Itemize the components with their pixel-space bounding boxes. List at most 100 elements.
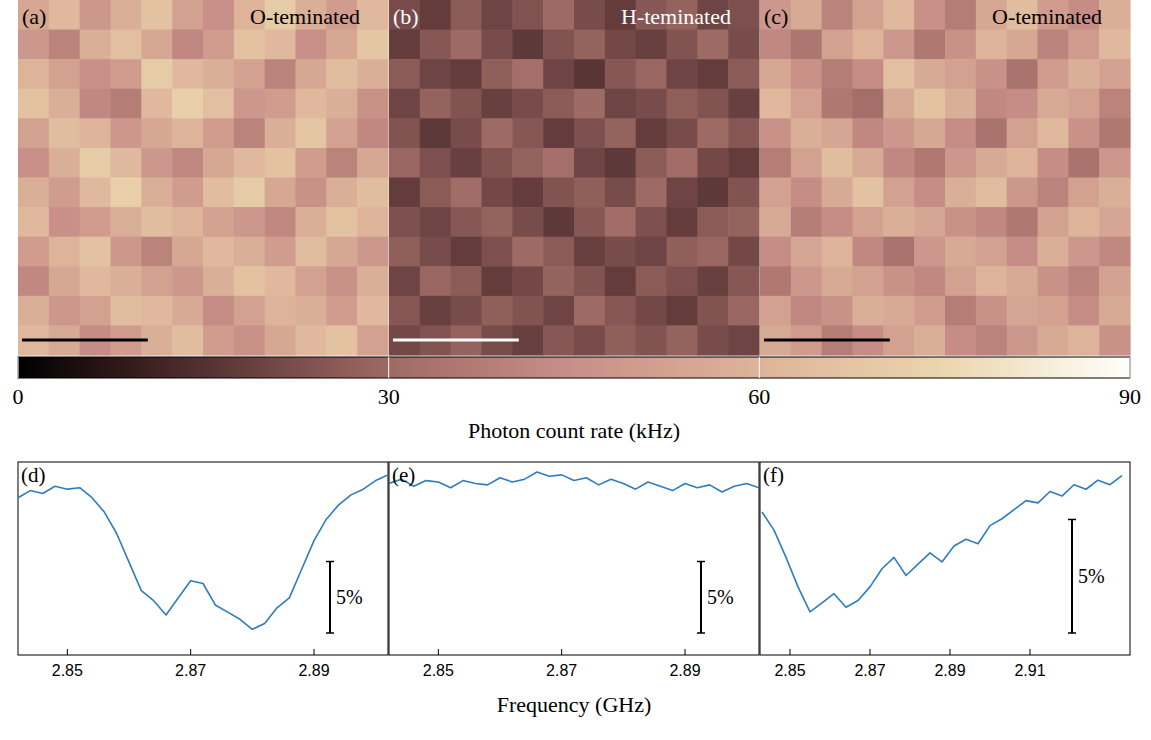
heatmap-cell xyxy=(357,118,388,148)
heatmap-cell xyxy=(1038,325,1069,355)
scale-bar-cap xyxy=(1068,519,1076,521)
heatmap-cell xyxy=(141,178,172,208)
heatmap-cell xyxy=(853,0,884,30)
heatmap-cell xyxy=(1099,0,1130,30)
heatmap-panel xyxy=(18,0,389,356)
heatmap-cell xyxy=(914,325,945,355)
heatmap-cell xyxy=(296,178,327,208)
heatmap-cell xyxy=(1068,325,1099,355)
heatmap-cell xyxy=(605,59,636,89)
heatmap-cell xyxy=(111,0,142,30)
heatmap-cell xyxy=(111,296,142,326)
heatmap-cell xyxy=(945,178,976,208)
heatmap-cell xyxy=(234,296,265,326)
heatmap-cell xyxy=(111,237,142,267)
heatmap-cell xyxy=(728,296,759,326)
heatmap-cell xyxy=(265,30,296,60)
heatmap-cell xyxy=(357,30,388,60)
scale-bar-cap xyxy=(697,561,705,563)
heatmap-cell xyxy=(636,178,667,208)
heatmap-cell xyxy=(543,118,574,148)
heatmap-cell xyxy=(822,30,853,60)
panel-label: (b) xyxy=(393,4,419,29)
heatmap-cell xyxy=(574,118,605,148)
heatmap-cell xyxy=(512,266,543,296)
heatmap-cell xyxy=(605,266,636,296)
heatmap-cell xyxy=(1068,178,1099,208)
heatmap-cell xyxy=(203,30,234,60)
heatmap-cell xyxy=(172,207,203,237)
heatmap-cell xyxy=(141,118,172,148)
heatmap-cell xyxy=(482,30,513,60)
heatmap-cell xyxy=(1099,89,1130,119)
colorbar xyxy=(18,357,1130,378)
spectrum-line xyxy=(762,476,1122,612)
heatmap-cell xyxy=(791,148,822,178)
heatmap-cell xyxy=(80,148,111,178)
heatmap-cell xyxy=(760,178,791,208)
heatmap-cell xyxy=(389,178,420,208)
heatmap-cell xyxy=(697,89,728,119)
heatmap-cell xyxy=(945,30,976,60)
heatmap-cell xyxy=(512,0,543,30)
heatmap-cell xyxy=(420,118,451,148)
heatmap-cell xyxy=(1007,207,1038,237)
heatmap-cell xyxy=(357,266,388,296)
heatmap-cell xyxy=(234,148,265,178)
heatmap-cell xyxy=(543,237,574,267)
heatmap-cell xyxy=(420,59,451,89)
heatmap-cell xyxy=(822,59,853,89)
heatmap-cell xyxy=(512,118,543,148)
heatmap-cell xyxy=(203,148,234,178)
heatmap-cell xyxy=(482,178,513,208)
heatmap-cell xyxy=(172,30,203,60)
heatmap-cell xyxy=(451,207,482,237)
heatmap-cell xyxy=(357,207,388,237)
heatmap-cell xyxy=(1007,89,1038,119)
heatmap-cell xyxy=(389,207,420,237)
heatmap-cell xyxy=(234,266,265,296)
heatmap-cell xyxy=(883,296,914,326)
heatmap-cell xyxy=(697,296,728,326)
heatmap-cell xyxy=(945,89,976,119)
heatmap-cell xyxy=(265,325,296,355)
panel-label: (e) xyxy=(392,463,415,487)
x-tick-label: 2.85 xyxy=(52,662,83,679)
heatmap-cell xyxy=(976,207,1007,237)
heatmap-cell xyxy=(605,325,636,355)
heatmap-cell xyxy=(543,0,574,30)
scale-bar xyxy=(1071,519,1073,633)
heatmap-cell xyxy=(265,89,296,119)
heatmap-cell xyxy=(203,118,234,148)
scale-bar-label: 5% xyxy=(336,586,363,608)
heatmap-cell xyxy=(605,148,636,178)
heatmap-cell xyxy=(512,296,543,326)
heatmap-cell xyxy=(605,178,636,208)
heatmap-cell xyxy=(822,178,853,208)
heatmap-cell xyxy=(1099,148,1130,178)
heatmap-cell xyxy=(636,207,667,237)
heatmap-cell xyxy=(791,118,822,148)
heatmap-cell xyxy=(574,266,605,296)
scale-bar xyxy=(22,339,148,342)
x-tick xyxy=(314,649,315,655)
heatmap-cell xyxy=(18,59,49,89)
heatmap-cell xyxy=(605,30,636,60)
heatmap-cell xyxy=(389,237,420,267)
heatmap-cell xyxy=(296,266,327,296)
heatmap-cell xyxy=(1038,89,1069,119)
heatmap-cell xyxy=(760,30,791,60)
heatmap-cell xyxy=(172,59,203,89)
heatmap-cell xyxy=(1068,266,1099,296)
heatmap-cell xyxy=(80,296,111,326)
heatmap-cell xyxy=(667,30,698,60)
heatmap-cell xyxy=(883,148,914,178)
heatmap-cell xyxy=(760,89,791,119)
heatmap-cell xyxy=(883,0,914,30)
heatmap-cell xyxy=(760,237,791,267)
x-tick xyxy=(561,649,562,655)
heatmap-cell xyxy=(141,59,172,89)
heatmap-cell xyxy=(49,237,80,267)
heatmap-cell xyxy=(49,207,80,237)
heatmap-cell xyxy=(18,178,49,208)
